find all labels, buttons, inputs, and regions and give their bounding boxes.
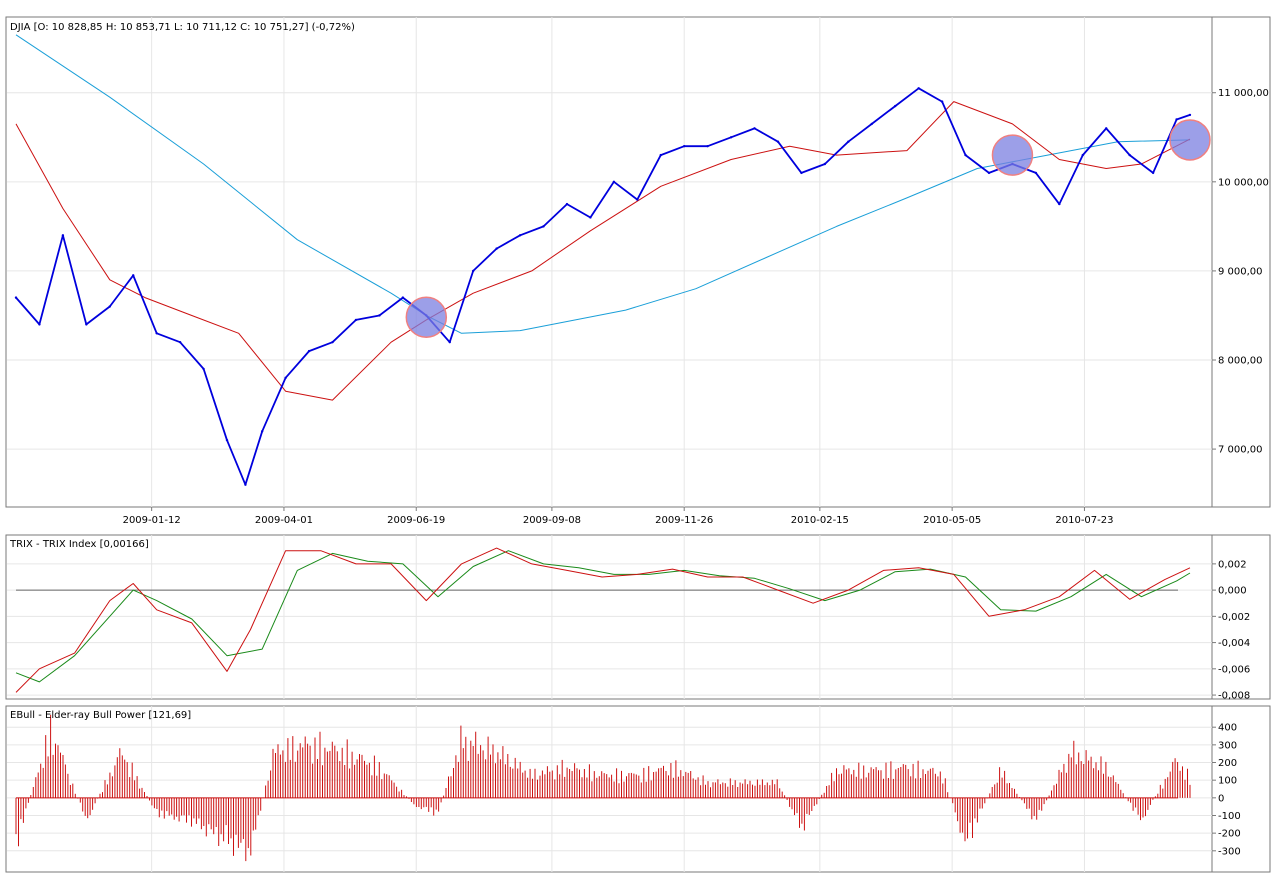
price-point	[1081, 153, 1084, 157]
price-point	[753, 127, 756, 130]
x-tick-label-1: 2009-04-01	[255, 515, 313, 526]
price-point	[940, 100, 944, 103]
trix-frame	[5, 534, 1271, 700]
crossover-marker-1	[991, 134, 1034, 176]
price-frame	[5, 16, 1271, 508]
bull-ytick-label-0: -300	[1218, 846, 1241, 857]
price-ytick-label-1: 8 000,00	[1218, 356, 1263, 367]
trix-panel: -0,008 -0,006 -0,004 -0,002 0,000 0,002 TRIX -…	[5, 534, 1271, 702]
price-point	[378, 314, 381, 317]
price-point	[518, 234, 522, 237]
bull-title: EBull - Elder-ray Bull Power [121,69]	[10, 710, 191, 721]
trix-signal-line	[15, 550, 1191, 683]
price-point	[307, 349, 311, 353]
bull-power-panel: -300 -200 -100 0 100 200 300 400 EBull - Elder-r…	[5, 705, 1271, 873]
price-point	[682, 144, 686, 148]
price-point	[659, 153, 662, 157]
price-title: DJIA [O: 10 828,85 H: 10 853,71 L: 10 71…	[10, 22, 355, 33]
trix-ytick-label-5: 0,002	[1218, 559, 1247, 570]
price-point	[776, 140, 780, 143]
price-point	[987, 171, 991, 175]
bull-frame	[5, 705, 1271, 873]
price-point	[61, 234, 65, 237]
price-point	[38, 323, 41, 326]
bull-ytick-label-1: -200	[1218, 829, 1241, 840]
trix-title: TRIX - TRIX Index [0,00166]	[9, 539, 149, 550]
price-point	[14, 296, 18, 299]
price-ytick-label-4: 11 000,00	[1218, 88, 1269, 99]
x-tick-label-4: 2009-11-26	[655, 515, 713, 526]
trix-ytick-label-3: -0,002	[1218, 612, 1250, 623]
trix-ytick-label-4: 0,000	[1218, 586, 1247, 597]
price-point	[589, 216, 592, 219]
trix-ytick-label-2: -0,004	[1218, 638, 1250, 649]
x-tick-label-5: 2010-02-15	[791, 515, 849, 526]
bull-ytick-label-4: 100	[1218, 776, 1237, 787]
price-point	[155, 332, 158, 335]
price-point	[108, 305, 111, 308]
price-point	[448, 340, 451, 344]
x-tick-label-0: 2009-01-12	[123, 515, 181, 526]
price-point	[244, 483, 247, 486]
price-point	[1128, 153, 1131, 157]
date-axis: 2009-01-12 2009-04-01 2009-06-19 2009-09-08…	[123, 507, 1114, 526]
bull-ytick-label-2: -100	[1218, 811, 1241, 822]
crossover-marker-2	[1169, 119, 1211, 161]
trix-ytick-label-0: -0,008	[1218, 691, 1250, 702]
price-point	[225, 438, 229, 442]
price-point	[847, 140, 850, 143]
price-point	[823, 162, 827, 166]
price-point	[706, 144, 709, 148]
price-point	[354, 318, 358, 322]
bull-ytick-label-6: 300	[1218, 740, 1237, 751]
x-tick-label-6: 2010-05-05	[923, 515, 981, 526]
price-point	[178, 340, 182, 344]
price-point	[471, 269, 475, 273]
price-ytick-label-2: 9 000,00	[1218, 266, 1263, 277]
price-point	[260, 430, 264, 433]
trix-line	[15, 547, 1191, 693]
price-point	[612, 180, 616, 184]
price-point	[1105, 127, 1108, 130]
x-tick-label-7: 2010-07-23	[1055, 515, 1113, 526]
price-point	[495, 247, 498, 250]
price-point	[917, 87, 920, 90]
price-point	[800, 171, 803, 175]
price-point	[1058, 202, 1061, 206]
price-point	[542, 225, 545, 228]
price-point	[1151, 171, 1155, 175]
price-point	[401, 296, 405, 299]
crossover-marker-0	[405, 296, 448, 338]
price-point	[331, 340, 334, 344]
price-point	[1175, 118, 1178, 121]
price-point	[1188, 113, 1192, 117]
price-ytick-label-0: 7 000,00	[1218, 445, 1263, 456]
price-point	[894, 104, 897, 108]
price-point	[565, 202, 569, 206]
x-tick-label-2: 2009-06-19	[387, 515, 445, 526]
trix-ytick-label-1: -0,006	[1218, 664, 1250, 675]
price-point	[202, 367, 205, 371]
price-point	[729, 136, 733, 139]
bull-ytick-label-5: 200	[1218, 758, 1237, 769]
price-point	[284, 376, 287, 380]
price-ytick-label-3: 10 000,00	[1218, 177, 1269, 188]
price-point	[636, 198, 639, 201]
price-point	[85, 323, 88, 326]
price-panel: 7 000,00 8 000,00 9 000,00 10 000,00 11 000,…	[5, 16, 1271, 508]
x-tick-label-3: 2009-09-08	[523, 515, 581, 526]
price-point	[964, 153, 967, 157]
price-point	[1034, 171, 1038, 175]
bull-ytick-label-7: 400	[1218, 723, 1237, 734]
price-point	[132, 274, 135, 277]
bull-ytick-label-3: 0	[1218, 793, 1224, 804]
price-point	[870, 122, 873, 126]
moving-average-fast-line	[15, 101, 1191, 401]
